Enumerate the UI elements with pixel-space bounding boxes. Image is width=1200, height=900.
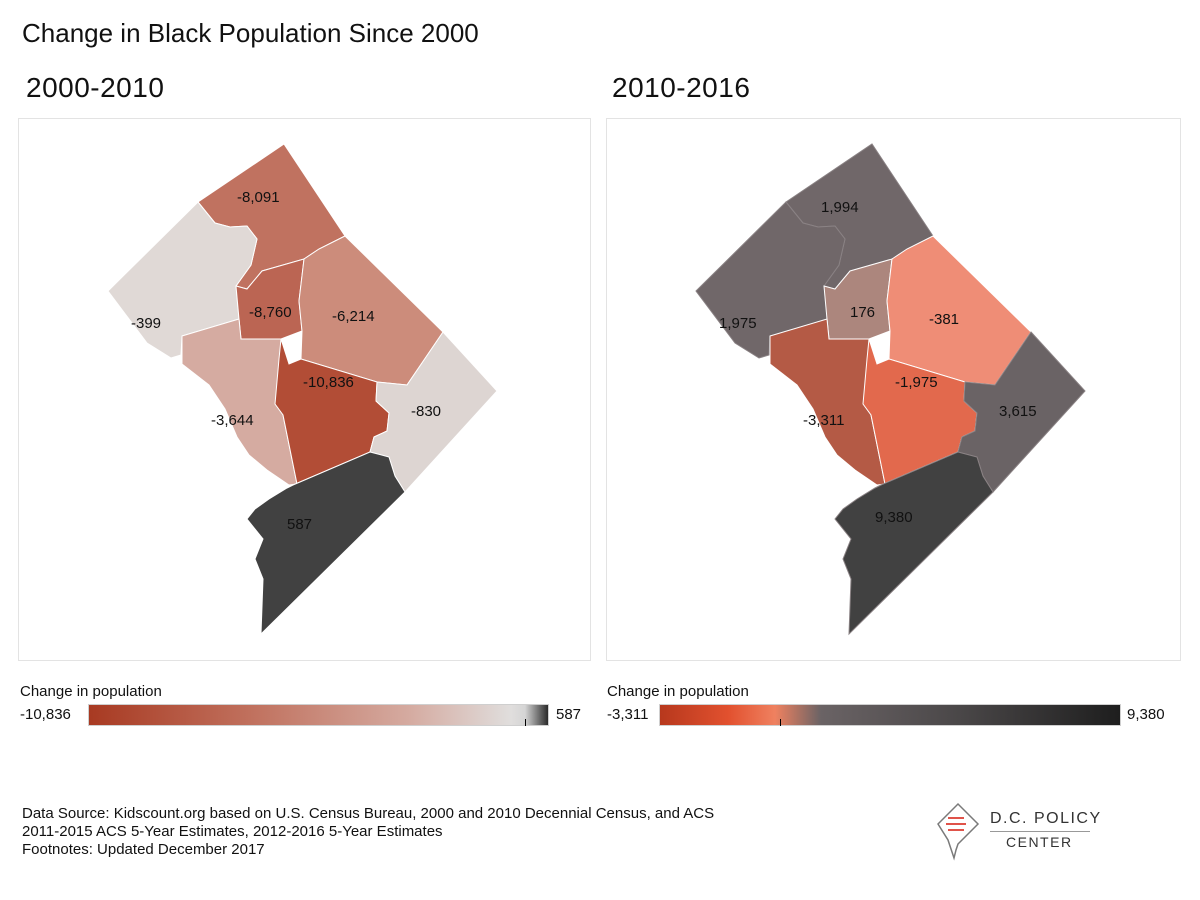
footer-data-source: Data Source: Kidscount.org based on U.S.… [22,805,715,822]
region-southwest[interactable] [769,318,886,486]
region-label-south: 587 [287,516,312,533]
logo-line-1: D.C. POLICY [990,810,1102,827]
legend-title-2000-2010: Change in population [20,683,162,700]
region-label-east: 3,615 [999,403,1037,420]
region-south[interactable] [246,451,406,636]
dc-policy-center-logo[interactable]: D.C. POLICY CENTER [934,800,1104,864]
map-svg-2010-2016: 1,994 1,975 176 -381 -3,311 -1,975 3,615… [695,143,1086,636]
map-2000-2010: -8,091 -399 -8,760 -6,214 -3,644 -10,836… [18,118,591,661]
region-label-center: -1,975 [895,374,938,391]
legend-max-2010-2016: 9,380 [1127,706,1165,723]
region-label-northeast: -6,214 [332,308,375,325]
map-title-2000-2010: 2000-2010 [26,72,165,103]
footer-data-source-cont: 2011-2015 ACS 5-Year Estimates, 2012-201… [22,823,443,840]
logo-line-2: CENTER [1006,834,1073,850]
legend-min-2010-2016: -3,311 [607,706,649,723]
region-southwest[interactable] [181,318,298,486]
region-label-southwest: -3,311 [803,412,844,429]
map-svg-2000-2010: -8,091 -399 -8,760 -6,214 -3,644 -10,836… [107,143,498,636]
region-south[interactable] [834,451,994,636]
dc-shape-icon [937,802,980,861]
chart-title: Change in Black Population Since 2000 [22,18,479,48]
logo-divider [990,831,1090,832]
legend-max-2000-2010: 587 [556,706,582,723]
legend-zero-tick-2000-2010 [525,719,527,726]
region-label-center-north: 176 [850,304,875,321]
region-west[interactable] [107,201,258,359]
region-label-west: -399 [131,315,161,332]
region-label-west: 1,975 [719,315,757,332]
legend-bar-2010-2016 [659,704,1121,726]
map-title-2010-2016: 2010-2016 [612,72,751,103]
region-label-east: -830 [411,403,441,420]
map-2010-2016: 1,994 1,975 176 -381 -3,311 -1,975 3,615… [606,118,1181,661]
region-label-north: -8,091 [237,189,280,206]
region-label-north: 1,994 [821,199,859,216]
region-label-northeast: -381 [929,311,959,328]
legend-min-2000-2010: -10,836 [20,706,71,723]
region-label-center: -10,836 [303,374,354,391]
footer-notes: Footnotes: Updated December 2017 [22,841,265,858]
region-west[interactable] [695,201,846,359]
legend-bar-2000-2010 [88,704,549,726]
region-label-south: 9,380 [875,509,913,526]
legend-zero-tick-2010-2016 [779,719,781,726]
region-label-southwest: -3,644 [211,412,254,429]
region-label-center-north: -8,760 [249,304,292,321]
legend-title-2010-2016: Change in population [607,683,749,700]
